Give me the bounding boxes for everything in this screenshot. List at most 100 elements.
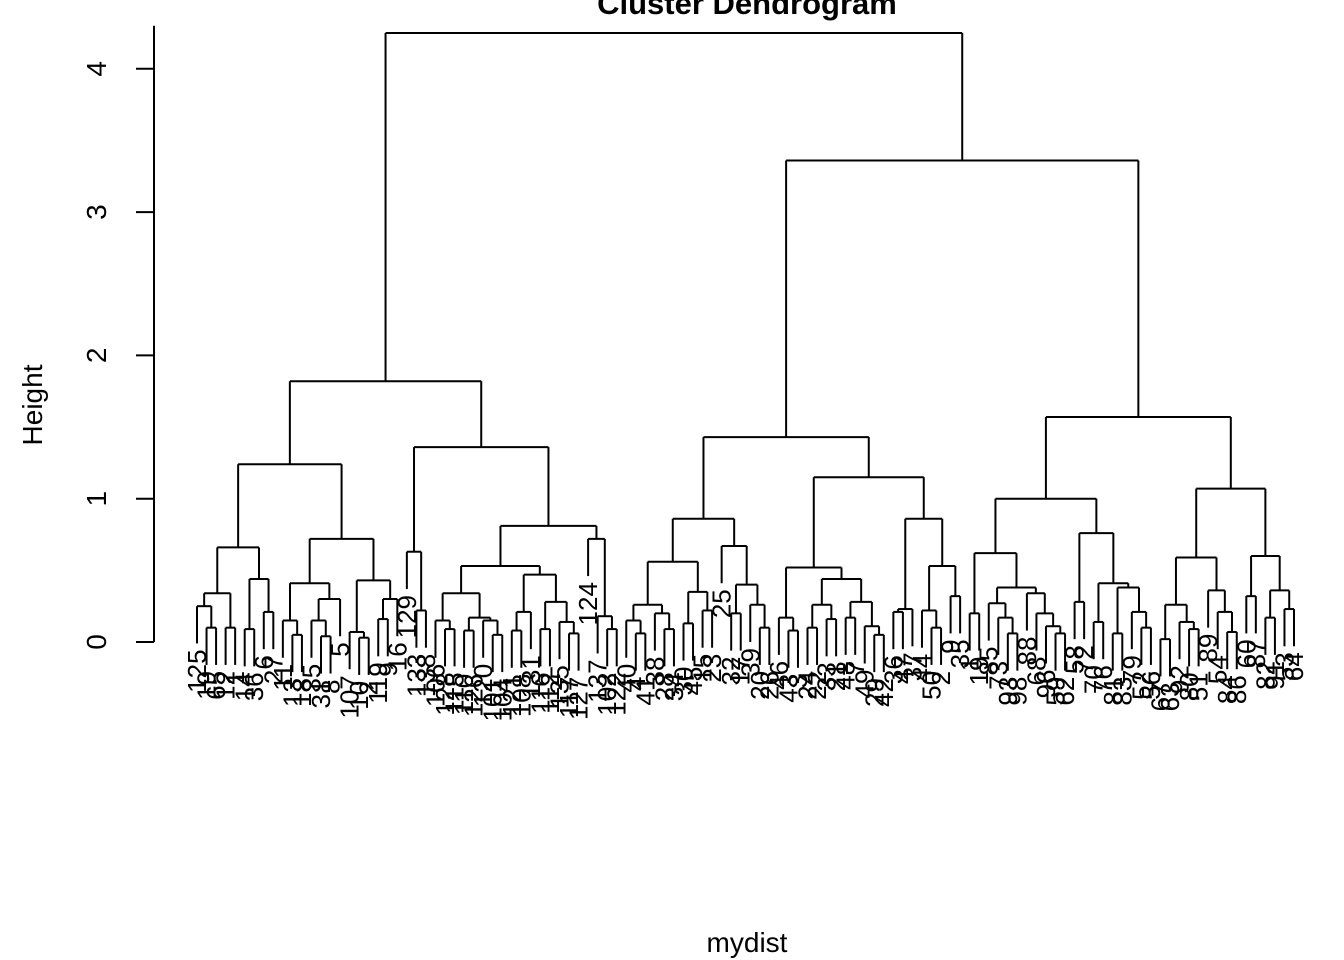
leaf-label: 87	[1241, 639, 1271, 668]
leaf-label: 50	[917, 671, 947, 700]
leaf-label: 93	[993, 677, 1023, 706]
leaf-label: 88	[1012, 637, 1042, 666]
leaf-label: 28	[649, 672, 679, 701]
leaf-label: 16	[382, 642, 412, 671]
y-tick-label: 0	[81, 634, 112, 650]
leaf-label: 5	[325, 642, 355, 656]
leaf-label: 52	[1126, 671, 1156, 700]
leaf-label: 20	[745, 671, 775, 700]
leaf-label: 54	[1203, 655, 1233, 684]
leaf-label: 38	[640, 657, 670, 686]
leaf-label: 89	[1193, 634, 1223, 663]
leaf-label: 104	[487, 678, 517, 721]
leaf-label: 37	[897, 652, 927, 681]
leaf-label: 62	[1050, 677, 1080, 706]
leaf-label: 9	[936, 639, 966, 653]
leaf-label: 84	[1212, 675, 1242, 704]
x-axis-label: mydist	[707, 927, 788, 958]
leaf-label: 91	[1260, 661, 1290, 690]
leaf-label: 27	[258, 655, 288, 684]
leaf-label: 70	[1079, 665, 1109, 694]
leaf-label: 12	[211, 671, 241, 700]
dendrogram-tree	[196, 31, 1295, 677]
leaf-label: 2	[926, 671, 956, 685]
leaf-label: 17	[726, 657, 756, 686]
leaf-label: 24	[793, 671, 823, 700]
leaf-labels: 1251965121143662711131835318510710211991…	[182, 582, 1309, 721]
leaf-label: 30	[668, 667, 698, 696]
leaf-label: 129	[392, 595, 422, 638]
leaf-label: 106	[420, 664, 450, 707]
leaf-label: 6	[249, 655, 279, 669]
leaf-label: 96	[1031, 669, 1061, 698]
leaf-label: 11	[268, 664, 298, 691]
leaf-label: 1	[955, 657, 985, 671]
leaf-label: 2	[354, 681, 384, 695]
leaf-label: 44	[907, 654, 937, 683]
leaf-label: 29	[859, 678, 889, 707]
leaf-label: 23	[697, 654, 727, 683]
leaf-label: 21	[821, 662, 851, 691]
leaf-label: 72	[1069, 645, 1099, 674]
leaf-label: 126	[459, 674, 489, 717]
leaf-label: 67	[1145, 682, 1175, 711]
leaf-label: 117	[554, 677, 584, 718]
leaf-label: 35	[945, 639, 975, 668]
y-axis: 0 1 2 3 4	[81, 25, 155, 650]
leaf-label: 3	[783, 674, 813, 688]
leaf-label: 13	[277, 678, 307, 707]
leaf-label: 7	[840, 661, 870, 675]
leaf-label: 33	[812, 662, 842, 691]
leaf-label: 137	[583, 659, 613, 702]
leaf-label: 138	[411, 654, 441, 697]
leaf-label: 110	[449, 674, 479, 715]
leaf-label: 22	[802, 671, 832, 700]
leaf-label: 108	[506, 674, 536, 717]
leaf-label: 128	[430, 672, 460, 715]
leaf-label: 115	[440, 672, 470, 713]
leaf-label: 107	[335, 675, 365, 718]
leaf-label: 4	[621, 677, 651, 691]
leaf-label: 51	[1184, 672, 1214, 701]
leaf-label: 68	[1021, 657, 1051, 686]
leaf-label: 40	[611, 664, 641, 693]
leaf-label: 56	[1136, 671, 1166, 700]
leaf-label: 86	[1222, 675, 1252, 704]
leaf-label: 81	[1098, 677, 1128, 706]
leaf-label: 41	[630, 677, 660, 706]
leaf-label: 9	[373, 662, 403, 676]
leaf-label: 18	[287, 678, 317, 707]
leaf-label: 26	[754, 671, 784, 700]
leaf-label: 112	[535, 672, 565, 713]
y-tick-label: 2	[81, 348, 112, 364]
leaf-label: 43	[773, 674, 803, 703]
leaf-label: 92	[1165, 665, 1195, 694]
leaf-label: 19	[964, 657, 994, 686]
leaf-label: 15	[688, 654, 718, 683]
leaf-label: 31	[306, 680, 336, 709]
leaf-label: 102	[592, 672, 622, 715]
leaf-label: 122	[602, 672, 632, 715]
leaf-label: 47	[888, 655, 918, 684]
leaf-label: 48	[831, 661, 861, 690]
leaf-label: 133	[401, 654, 431, 697]
y-tick-label: 4	[81, 61, 112, 77]
leaf-label: 25	[707, 589, 737, 618]
chart-title: Cluster Dendrogram	[597, 0, 897, 21]
leaf-label: 83	[1107, 677, 1137, 706]
leaf-label: 127	[564, 677, 594, 720]
leaf-label: 45	[678, 667, 708, 696]
leaf-label: 63	[1155, 682, 1185, 711]
leaf-label: 49	[850, 669, 880, 698]
leaf-label: 121	[497, 674, 527, 717]
leaf-label: 35	[296, 664, 326, 693]
leaf-label: 34	[659, 672, 689, 701]
leaf-label: 131	[516, 655, 546, 698]
leaf-label: 36	[878, 655, 908, 684]
leaf-label: 125	[182, 649, 212, 692]
leaf-label: 76	[1088, 665, 1118, 694]
leaf-label: 98	[1002, 677, 1032, 706]
leaf-label: 60	[1231, 639, 1261, 668]
leaf-label: 8	[316, 680, 346, 694]
